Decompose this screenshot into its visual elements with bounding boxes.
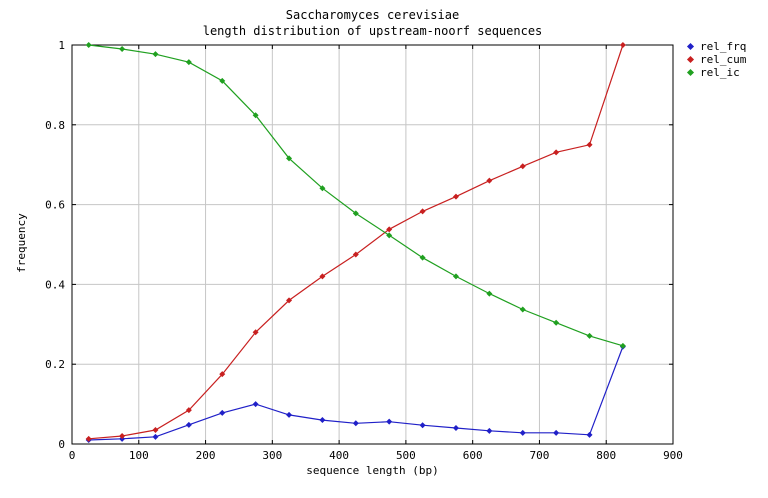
legend-item-rel_cum: rel_cum (686, 53, 747, 66)
series-marker-rel_cum (152, 427, 159, 434)
y-tick-label: 0.4 (45, 278, 65, 291)
series-marker-rel_cum (619, 42, 626, 48)
x-tick-label: 0 (69, 449, 76, 462)
x-tick-label: 900 (663, 449, 683, 462)
series-marker-rel_cum (586, 141, 593, 148)
legend: rel_frq rel_cum rel_ic (686, 40, 747, 79)
series-marker-rel_cum (386, 226, 393, 233)
series-marker-rel_ic (252, 112, 259, 119)
series-marker-rel_frq (252, 401, 259, 408)
series-marker-rel_ic (286, 155, 293, 162)
x-tick-label: 200 (196, 449, 216, 462)
plot-border (71, 44, 674, 445)
x-tick-label: 600 (463, 449, 483, 462)
series-marker-rel_cum (252, 329, 259, 336)
series-marker-rel_frq (553, 429, 560, 436)
legend-marker-icon (686, 68, 695, 77)
chart-title: Saccharomyces cerevisiae (285, 8, 460, 22)
y-tick-label: 0 (58, 438, 65, 451)
y-tick-label: 1 (58, 39, 65, 52)
x-tick-label: 300 (262, 449, 282, 462)
series-marker-rel_ic (486, 290, 493, 297)
series-marker-rel_ic (452, 273, 459, 280)
series-marker-rel_ic (185, 59, 192, 66)
series-marker-rel_ic (553, 319, 560, 326)
series-marker-rel_frq (152, 433, 159, 440)
series-line-rel_ic (88, 44, 624, 347)
series-marker-rel_frq (486, 427, 493, 434)
legend-item-rel_frq: rel_frq (686, 40, 747, 53)
series-marker-rel_frq (519, 429, 526, 436)
series-marker-rel_frq (219, 409, 226, 416)
series-marker-rel_frq (319, 417, 326, 424)
series-marker-rel_frq (419, 422, 426, 429)
x-tick-label: 400 (329, 449, 349, 462)
series-marker-rel_frq (586, 431, 593, 438)
legend-label: rel_frq (700, 40, 747, 53)
series-marker-rel_ic (152, 51, 159, 58)
series-marker-rel_frq (452, 425, 459, 432)
series-marker-rel_ic (219, 77, 226, 84)
series-marker-rel_cum (219, 371, 226, 378)
legend-item-rel_ic: rel_ic (686, 66, 746, 79)
series-marker-rel_cum (553, 149, 560, 156)
series-marker-rel_frq (185, 421, 192, 428)
series-marker-rel_cum (352, 251, 359, 258)
series-marker-rel_frq (386, 418, 393, 425)
x-tick-label: 700 (530, 449, 550, 462)
series-marker-rel_cum (119, 433, 126, 440)
x-tick-label: 100 (129, 449, 149, 462)
series-marker-rel_cum (85, 435, 92, 442)
legend-label: rel_ic (700, 66, 740, 79)
x-axis-label: sequence length (bp) (306, 464, 439, 477)
y-tick-label: 0.8 (45, 119, 65, 132)
chart-subtitle: length distribution of upstream-noorf se… (202, 24, 543, 38)
legend-marker-icon (686, 42, 695, 51)
series-marker-rel_ic (419, 254, 426, 261)
x-tick-label: 500 (396, 449, 416, 462)
series-marker-rel_cum (286, 297, 293, 304)
series-marker-rel_ic (519, 306, 526, 313)
series-marker-rel_frq (286, 411, 293, 418)
series-marker-rel_ic (386, 232, 393, 239)
series-marker-rel_ic (352, 210, 359, 217)
y-tick-label: 0.6 (45, 199, 65, 212)
series-marker-rel_ic (586, 332, 593, 339)
legend-marker-icon (686, 55, 695, 64)
x-tick-label: 800 (596, 449, 616, 462)
series-marker-rel_cum (452, 193, 459, 200)
series-marker-rel_ic (319, 185, 326, 192)
y-tick-label: 0.2 (45, 358, 65, 371)
series-line-rel_cum (88, 44, 624, 440)
series-marker-rel_frq (352, 420, 359, 427)
legend-label: rel_cum (700, 53, 747, 66)
series-marker-rel_cum (519, 163, 526, 170)
series-marker-rel_ic (85, 42, 92, 48)
series-marker-rel_cum (486, 177, 493, 184)
series-marker-rel_cum (185, 407, 192, 414)
series-marker-rel_ic (619, 342, 626, 349)
series-marker-rel_cum (419, 208, 426, 215)
series-marker-rel_cum (319, 273, 326, 280)
series-marker-rel_ic (119, 45, 126, 52)
